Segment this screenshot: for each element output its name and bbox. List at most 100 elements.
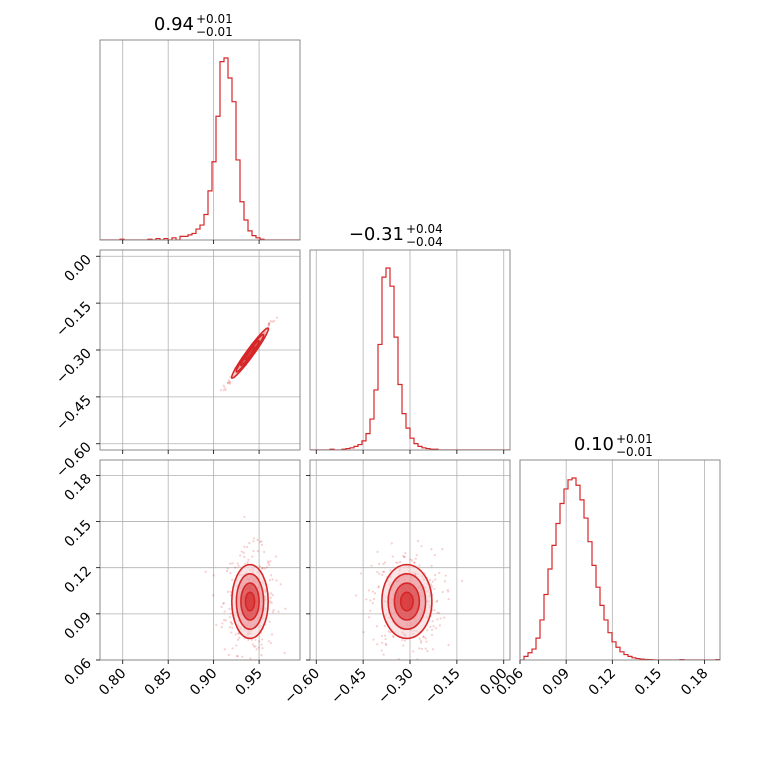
density-content [354, 539, 464, 706]
scatter-point [261, 567, 264, 570]
scatter-point [228, 381, 231, 384]
scatter-point [424, 637, 427, 640]
scatter-point [403, 639, 406, 642]
scatter-point [413, 561, 416, 564]
scatter-point [252, 549, 255, 553]
histogram-panel-2: 0.06 0.09 0.12 0.15 0.180.10 +0.01−0.01 [493, 432, 721, 699]
scatter-point [239, 554, 242, 557]
scatter-point [270, 592, 273, 595]
scatter-point [443, 616, 446, 619]
scatter-point [428, 578, 432, 582]
scatter-point [367, 589, 370, 592]
scatter-point [415, 554, 418, 557]
scatter-point [236, 655, 239, 658]
scatter-point [425, 640, 428, 643]
scatter-point [431, 648, 434, 651]
scatter-point [229, 381, 232, 384]
contour-level [244, 591, 256, 612]
scatter-point [383, 561, 387, 564]
density-panel-0-2: 0.80 0.85 0.90 0.950.060.090.120.150.18 [61, 459, 301, 699]
scatter-point [430, 548, 433, 551]
scatter-point [224, 619, 228, 622]
scatter-point [249, 657, 252, 660]
scatter-point [252, 645, 256, 648]
x-tick-label: −0.15 [422, 666, 464, 708]
scatter-point [226, 590, 230, 594]
scatter-point [229, 620, 232, 624]
scatter-point [246, 545, 249, 549]
scatter-point [223, 648, 226, 651]
scatter-point [377, 585, 380, 588]
scatter-point [434, 578, 437, 581]
scatter-point [376, 570, 379, 574]
scatter-point [231, 578, 234, 581]
scatter-point [222, 618, 226, 622]
y-tick-label: 0.06 [61, 655, 94, 688]
scatter-point [248, 542, 251, 545]
scatter-point [416, 539, 420, 543]
density-panel-1-2: −0.60 −0.45 −0.30 −0.15 0.00 [281, 459, 511, 708]
scatter-point [277, 610, 280, 613]
scatter-point [429, 625, 432, 628]
scatter-point [254, 638, 257, 641]
scatter-point [256, 550, 259, 553]
y-tick-label: −0.45 [53, 392, 95, 434]
scatter-point [238, 636, 241, 639]
scatter-point [204, 570, 207, 573]
scatter-point [433, 587, 436, 591]
scatter-point [283, 651, 286, 655]
y-tick-label: −0.60 [53, 439, 95, 481]
scatter-point [258, 640, 261, 643]
scatter-point [263, 550, 266, 554]
scatter-point [223, 610, 226, 613]
histogram-title: 0.94 +0.01−0.01 [154, 12, 233, 39]
title-plus: +0.04 [406, 222, 443, 236]
scatter-point [419, 639, 423, 643]
scatter-point [372, 638, 375, 641]
scatter-point [418, 637, 421, 640]
scatter-point [274, 555, 278, 558]
scatter-point [370, 564, 373, 567]
histogram-step [520, 477, 720, 660]
scatter-point [396, 704, 398, 706]
panel-frame [99, 39, 301, 241]
scatter-point [224, 388, 227, 391]
scatter-point [413, 561, 416, 564]
histogram-panel-0: 0.94 +0.01−0.01 [99, 12, 301, 244]
x-tick-label: 0.09 [540, 666, 573, 699]
scatter-point [443, 580, 447, 583]
scatter-point [268, 322, 271, 325]
scatter-point [430, 628, 434, 631]
scatter-point [271, 578, 274, 581]
scatter-point [384, 638, 387, 641]
x-tick-label: 0.18 [678, 666, 711, 699]
scatter-point [244, 668, 246, 670]
scatter-point [261, 566, 264, 570]
scatter-point [215, 623, 218, 626]
scatter-point [260, 643, 263, 646]
scatter-point [461, 579, 464, 583]
scatter-point [263, 567, 266, 570]
scatter-point [242, 551, 245, 554]
scatter-point [226, 567, 229, 570]
scatter-point [243, 562, 247, 566]
scatter-point [384, 634, 387, 637]
scatter-point [212, 594, 215, 597]
scatter-point [246, 561, 249, 564]
y-tick-label: −0.15 [53, 299, 95, 341]
scatter-point [430, 564, 433, 567]
scatter-point [269, 600, 272, 603]
scatter-point [402, 554, 405, 557]
scatter-point [219, 389, 222, 392]
scatter-point [279, 583, 282, 586]
title-minus: −0.04 [406, 235, 443, 249]
scatter-point [389, 569, 392, 572]
scatter-point [220, 666, 222, 668]
scatter-point [369, 599, 372, 602]
scatter-point [267, 640, 270, 643]
scatter-point [369, 609, 372, 612]
scatter-point [435, 600, 438, 603]
scatter-point [402, 644, 405, 647]
scatter-point [225, 569, 229, 573]
scatter-point [240, 550, 243, 553]
